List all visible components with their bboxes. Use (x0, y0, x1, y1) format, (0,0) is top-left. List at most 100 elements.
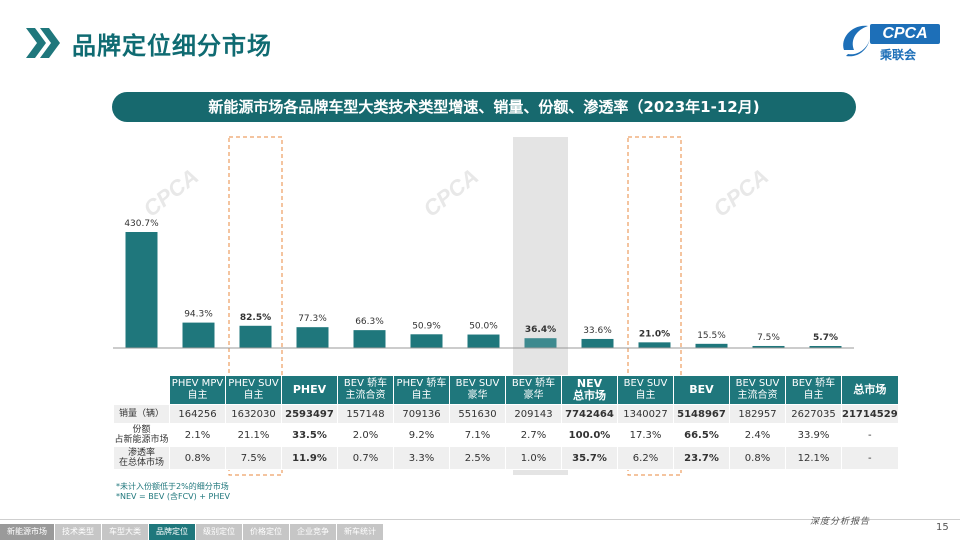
table-cell: 17.3% (617, 423, 674, 447)
table-cell: 2.1% (169, 423, 226, 447)
table-cell: 23.7% (673, 446, 730, 470)
bar (467, 334, 500, 348)
table-cell: 157148 (337, 404, 394, 424)
bar-value-label: 7.5% (757, 333, 780, 343)
table-cell: 182957 (729, 404, 786, 424)
column-header-line: 主流合资 (737, 390, 778, 401)
row-label-line: 渗透率 (127, 448, 155, 458)
column-header-line: 豪华 (467, 390, 488, 401)
nav-item[interactable]: 品牌定位 (149, 524, 195, 540)
column-header: BEV 轿车 豪华 (505, 375, 562, 405)
row-label-line: 份额 (132, 425, 151, 435)
column-header-line: 自主 (803, 390, 824, 401)
dashed-highlight-box (627, 136, 682, 476)
nav-item[interactable]: 新能源市场 (0, 524, 54, 540)
table-row: 份额 占新能源市场 2.1% 21.1% 33.5% 2.0% 9.2% 7.1% 2.7% 10… (113, 423, 899, 447)
footnote: *未计入份额低于2%的细分市场 (116, 482, 229, 491)
bar-value-label: 430.7% (124, 219, 159, 229)
row-label-line: 在总体市场 (118, 458, 164, 468)
bar-value-label: 50.0% (469, 322, 498, 332)
bar (182, 322, 215, 348)
footnote: *NEV = BEV (含FCV) + PHEV (116, 492, 230, 501)
bar (524, 338, 557, 348)
bar-value-label: 66.3% (355, 317, 384, 327)
table-cell: 1632030 (225, 404, 282, 424)
table-cell: 709136 (393, 404, 450, 424)
table-cell: 12.1% (785, 446, 842, 470)
column-header-line: PHEV SUV (228, 378, 279, 389)
table-cell: 7742464 (561, 404, 618, 424)
row-label: 份额 占新能源市场 (113, 423, 170, 447)
table-cell: 11.9% (281, 446, 338, 470)
nav-item[interactable]: 级别定位 (196, 524, 242, 540)
section-nav: 新能源市场 技术类型 车型大类 品牌定位 级别定位 价格定位 企业竞争 新车统计 (0, 524, 384, 540)
table-cell: 0.8% (169, 446, 226, 470)
footer-tagline: 深度分析报告 (810, 517, 871, 527)
column-header-line: NEV (576, 377, 603, 390)
table-row: 渗透率 在总体市场 0.8% 7.5% 11.9% 0.7% 3.3% 2.5% 1.0% 35.… (113, 446, 899, 470)
table-corner-cell (113, 375, 170, 405)
bar (581, 338, 614, 348)
nav-item[interactable]: 车型大类 (102, 524, 148, 540)
bar (239, 325, 272, 348)
table-cell: 66.5% (673, 423, 730, 447)
bar-value-label: 50.9% (412, 321, 441, 331)
column-header-line: 总市场 (573, 389, 606, 402)
table-cell: 7.1% (449, 423, 506, 447)
table-cell: 2.7% (505, 423, 562, 447)
logo-subtitle: 乘联会 (880, 48, 917, 62)
table-cell: 9.2% (393, 423, 450, 447)
table-cell: 551630 (449, 404, 506, 424)
column-header: BEV (673, 375, 730, 405)
bar (353, 330, 386, 348)
table-header-row: PHEV MPV 自主 PHEV SUV 自主 PHEV BEV 轿车 主流合资 PHEV 轿… (113, 375, 899, 405)
page-title: 品牌定位细分市场 (72, 32, 272, 60)
bar (638, 342, 671, 348)
column-header-line: BEV SUV (623, 378, 668, 389)
table-cell: 1.0% (505, 446, 562, 470)
table-cell: 0.8% (729, 446, 786, 470)
table-cell: 0.7% (337, 446, 394, 470)
table-row: 销量（辆） 164256 1632030 2593497 157148 709136 551… (113, 404, 899, 424)
column-header-line: PHEV (292, 383, 327, 396)
page-number: 15 (936, 522, 949, 533)
chevron-double-right-icon (26, 28, 60, 58)
nav-item[interactable]: 技术类型 (55, 524, 101, 540)
column-header-line: BEV SUV (735, 378, 780, 389)
nav-item[interactable]: 企业竞争 (290, 524, 336, 540)
table-cell: 33.5% (281, 423, 338, 447)
column-header-line: PHEV 轿车 (396, 378, 447, 389)
footer-divider (0, 519, 960, 520)
column-header-line: 主流合资 (345, 390, 386, 401)
column-header: 总市场 (841, 375, 899, 405)
table-cell: 21.1% (225, 423, 282, 447)
column-header-line: BEV 轿车 (343, 378, 388, 389)
table-cell: - (841, 423, 899, 447)
bar-value-label: 5.7% (813, 333, 838, 343)
cpca-swirl-icon (843, 25, 870, 57)
bar (410, 334, 443, 348)
table-cell: 164256 (169, 404, 226, 424)
column-header-line: BEV SUV (455, 378, 500, 389)
column-header-line: BEV 轿车 (791, 378, 836, 389)
bar (809, 346, 842, 348)
column-header-line: BEV 轿车 (511, 378, 556, 389)
column-header-line: 总市场 (853, 383, 887, 396)
column-header: BEV 轿车 主流合资 (337, 375, 394, 405)
bar-value-label: 77.3% (298, 314, 327, 324)
bar (296, 327, 329, 348)
footnotes: *未计入份额低于2%的细分市场 *NEV = BEV (含FCV) + PHEV (116, 482, 230, 502)
bar-value-label: 82.5% (240, 313, 271, 323)
logo-wordmark: CPCA (870, 24, 940, 44)
nav-item[interactable]: 价格定位 (243, 524, 289, 540)
nav-item[interactable]: 新车统计 (337, 524, 383, 540)
bar-value-label: 36.4% (525, 325, 556, 335)
table-cell: 2627035 (785, 404, 842, 424)
column-header: PHEV SUV 自主 (225, 375, 282, 405)
bar (695, 343, 728, 348)
column-header-line: 豪华 (523, 390, 544, 401)
table-cell: 2593497 (281, 404, 338, 424)
bar-value-label: 94.3% (184, 310, 213, 320)
bar (125, 232, 158, 348)
table-cell: 35.7% (561, 446, 618, 470)
